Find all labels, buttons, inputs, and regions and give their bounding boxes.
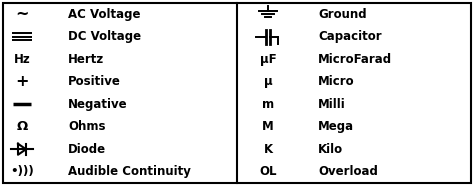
Text: Kilo: Kilo [318,143,343,156]
Text: Hertz: Hertz [68,53,104,66]
Text: K: K [264,143,273,156]
Text: Ohms: Ohms [68,120,106,133]
Text: AC Voltage: AC Voltage [68,8,140,21]
Text: Ω: Ω [17,120,27,133]
Text: Overload: Overload [318,165,378,178]
Text: Diode: Diode [68,143,106,156]
Text: μ: μ [264,75,272,88]
Text: Mega: Mega [318,120,354,133]
Text: DC Voltage: DC Voltage [68,30,141,43]
Text: +: + [15,74,29,89]
Text: Milli: Milli [318,98,346,111]
Text: Micro: Micro [318,75,355,88]
Text: OL: OL [259,165,277,178]
Text: •))): •))) [10,165,34,178]
Text: Audible Continuity: Audible Continuity [68,165,191,178]
Text: Ground: Ground [318,8,366,21]
Text: Negative: Negative [68,98,128,111]
Text: MicroFarad: MicroFarad [318,53,392,66]
Text: M: M [262,120,274,133]
Text: m: m [262,98,274,111]
Text: μF: μF [260,53,276,66]
Text: Positive: Positive [68,75,121,88]
Text: Hz: Hz [14,53,30,66]
Text: Capacitor: Capacitor [318,30,382,43]
Text: ~: ~ [15,7,29,22]
